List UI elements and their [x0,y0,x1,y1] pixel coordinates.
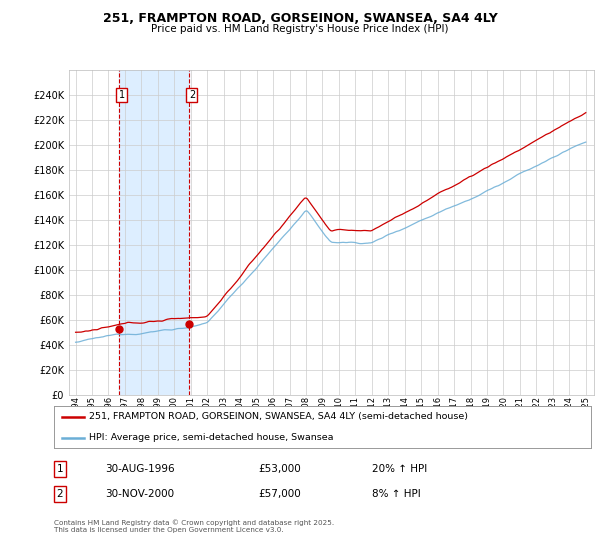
Bar [119,70,190,395]
Text: 20% ↑ HPI: 20% ↑ HPI [372,464,427,474]
Text: 1: 1 [119,90,125,100]
Text: 30-AUG-1996: 30-AUG-1996 [105,464,175,474]
Text: 251, FRAMPTON ROAD, GORSEINON, SWANSEA, SA4 4LY (semi-detached house): 251, FRAMPTON ROAD, GORSEINON, SWANSEA, … [89,412,468,421]
Text: 30-NOV-2000: 30-NOV-2000 [105,489,174,499]
Text: 2: 2 [56,489,64,499]
Text: 1: 1 [56,464,64,474]
Text: Price paid vs. HM Land Registry's House Price Index (HPI): Price paid vs. HM Land Registry's House … [151,24,449,34]
Text: HPI: Average price, semi-detached house, Swansea: HPI: Average price, semi-detached house,… [89,433,334,442]
Text: 8% ↑ HPI: 8% ↑ HPI [372,489,421,499]
Text: £57,000: £57,000 [258,489,301,499]
Text: Contains HM Land Registry data © Crown copyright and database right 2025.
This d: Contains HM Land Registry data © Crown c… [54,520,334,533]
Text: 2: 2 [189,90,195,100]
Text: £53,000: £53,000 [258,464,301,474]
Text: 251, FRAMPTON ROAD, GORSEINON, SWANSEA, SA4 4LY: 251, FRAMPTON ROAD, GORSEINON, SWANSEA, … [103,12,497,25]
